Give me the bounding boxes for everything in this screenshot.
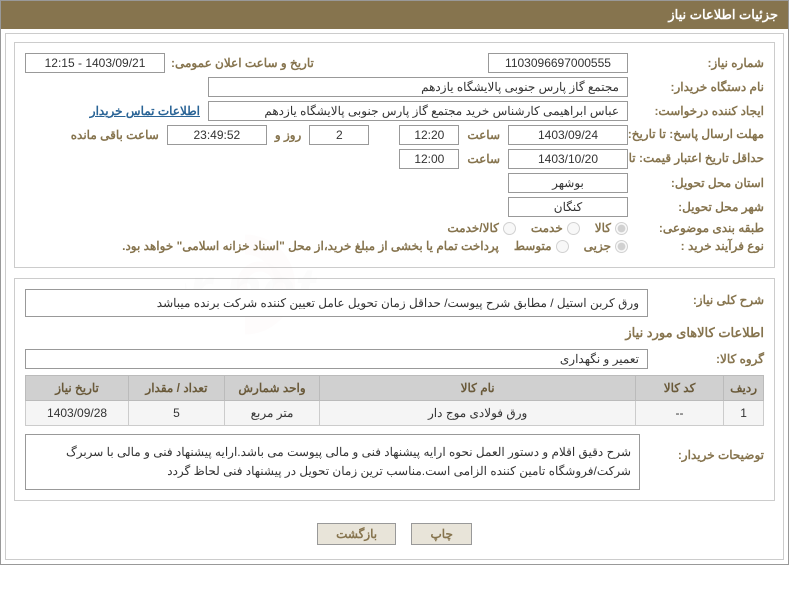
table-cell: 5 xyxy=(129,401,225,426)
requester-label: ایجاد کننده درخواست: xyxy=(634,104,764,118)
validity-date: 1403/10/20 xyxy=(508,149,628,169)
buyer-contact-link[interactable]: اطلاعات تماس خریدار xyxy=(90,104,200,118)
radio-service[interactable]: خدمت xyxy=(531,221,580,235)
button-row: چاپ بازگشت xyxy=(14,511,775,551)
row-deadline: مهلت ارسال پاسخ: تا تاریخ: 1403/09/24 سا… xyxy=(25,125,764,145)
table-cell: 1403/09/28 xyxy=(26,401,129,426)
goods-section-title: اطلاعات کالاهای مورد نیاز xyxy=(25,325,764,341)
province-value: بوشهر xyxy=(508,173,628,193)
buyer-org-value: مجتمع گاز پارس جنوبی پالایشگاه یازدهم xyxy=(208,77,628,97)
radio-partial[interactable]: جزیی xyxy=(584,239,628,253)
form-fieldset-2: شرح کلی نیاز: ورق کربن استیل / مطابق شرح… xyxy=(14,278,775,501)
row-need-number: شماره نیاز: 1103096697000555 تاریخ و ساع… xyxy=(25,53,764,73)
table-header: نام کالا xyxy=(320,376,636,401)
table-cell: -- xyxy=(635,401,723,426)
row-province: استان محل تحویل: بوشهر xyxy=(25,173,764,193)
goods-table: ردیفکد کالانام کالاواحد شمارشتعداد / مقد… xyxy=(25,375,764,426)
form-fieldset-1: شماره نیاز: 1103096697000555 تاریخ و ساع… xyxy=(14,42,775,268)
page-title-bar: جزئیات اطلاعات نیاز xyxy=(1,1,788,29)
process-note: پرداخت تمام یا بخشی از مبلغ خرید،از محل … xyxy=(122,239,499,253)
table-header: کد کالا xyxy=(635,376,723,401)
row-process-type: نوع فرآیند خرید : جزیی متوسط پرداخت تمام… xyxy=(25,239,764,253)
row-validity: حداقل تاریخ اعتبار قیمت: تا تاریخ: 1403/… xyxy=(25,149,764,169)
announce-label: تاریخ و ساعت اعلان عمومی: xyxy=(171,56,314,70)
requester-value: عباس ابراهیمی کارشناس خرید مجتمع گاز پار… xyxy=(208,101,628,121)
province-label: استان محل تحویل: xyxy=(634,176,764,190)
group-label: گروه کالا: xyxy=(654,352,764,366)
explain-box: شرح دقیق اقلام و دستور العمل نحوه ارایه … xyxy=(25,434,640,490)
radio-medium[interactable]: متوسط xyxy=(514,239,569,253)
validity-label: حداقل تاریخ اعتبار قیمت: تا تاریخ: xyxy=(634,151,764,167)
deadline-date: 1403/09/24 xyxy=(508,125,628,145)
days-label: روز و xyxy=(275,128,302,142)
city-label: شهر محل تحویل: xyxy=(634,200,764,214)
announce-value: 1403/09/21 - 12:15 xyxy=(25,53,165,73)
deadline-label: مهلت ارسال پاسخ: تا تاریخ: xyxy=(634,127,764,143)
subject-class-label: طبقه بندی موضوعی: xyxy=(634,221,764,235)
need-no-label: شماره نیاز: xyxy=(634,56,764,70)
table-header: ردیف xyxy=(724,376,764,401)
deadline-time: 12:20 xyxy=(399,125,459,145)
table-header: واحد شمارش xyxy=(224,376,320,401)
row-buyer-explain: توضیحات خریدار: شرح دقیق اقلام و دستور ا… xyxy=(25,434,764,490)
summary-box: ورق کربن استیل / مطابق شرح پیوست/ حداقل … xyxy=(25,289,648,317)
main-container: جزئیات اطلاعات نیاز riatender.net شماره … xyxy=(0,0,789,565)
radio-goods[interactable]: کالا xyxy=(595,221,628,235)
table-row: 1--ورق فولادی موج دارمتر مربع51403/09/28 xyxy=(26,401,764,426)
remain-time: 23:49:52 xyxy=(167,125,267,145)
row-subject-class: طبقه بندی موضوعی: کالا خدمت کالا/خدمت xyxy=(25,221,764,235)
table-cell: متر مربع xyxy=(224,401,320,426)
time-label-2: ساعت xyxy=(467,152,500,166)
time-label-1: ساعت xyxy=(467,128,500,142)
explain-label: توضیحات خریدار: xyxy=(654,434,764,462)
table-header: تعداد / مقدار xyxy=(129,376,225,401)
back-button[interactable]: بازگشت xyxy=(317,523,396,545)
city-value: کنگان xyxy=(508,197,628,217)
remain-label: ساعت باقی مانده xyxy=(71,128,159,142)
print-button[interactable]: چاپ xyxy=(411,523,471,545)
group-value: تعمیر و نگهداری xyxy=(25,349,648,369)
validity-time: 12:00 xyxy=(399,149,459,169)
row-city: شهر محل تحویل: کنگان xyxy=(25,197,764,217)
buyer-org-label: نام دستگاه خریدار: xyxy=(634,80,764,94)
content-panel: riatender.net شماره نیاز: 11030966970005… xyxy=(5,33,784,560)
process-type-label: نوع فرآیند خرید : xyxy=(634,239,764,253)
need-no-value: 1103096697000555 xyxy=(488,53,628,73)
summary-label: شرح کلی نیاز: xyxy=(654,289,764,307)
row-buyer-org: نام دستگاه خریدار: مجتمع گاز پارس جنوبی … xyxy=(25,77,764,97)
table-cell: ورق فولادی موج دار xyxy=(320,401,636,426)
table-cell: 1 xyxy=(724,401,764,426)
radio-goods-service[interactable]: کالا/خدمت xyxy=(447,221,515,235)
table-header: تاریخ نیاز xyxy=(26,376,129,401)
days-remain: 2 xyxy=(309,125,369,145)
row-requester: ایجاد کننده درخواست: عباس ابراهیمی کارشن… xyxy=(25,101,764,121)
